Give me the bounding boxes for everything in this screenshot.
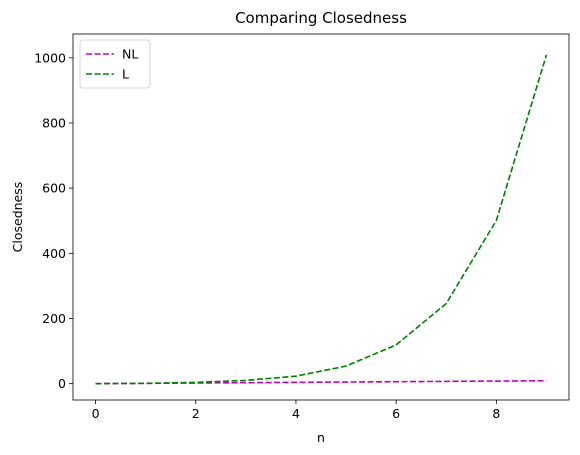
y-tick-label: 0 — [58, 376, 66, 391]
x-tick-label: 2 — [192, 406, 200, 421]
series-line-nl — [95, 379, 547, 385]
y-tick-label: 600 — [42, 181, 66, 196]
legend-label-l: L — [122, 67, 129, 82]
x-tick-label: 0 — [92, 406, 100, 421]
y-tick-label: 200 — [42, 311, 66, 326]
x-tick-label: 6 — [392, 406, 400, 421]
plot-area: 0 2 4 6 8 0 200 400 600 800 1000 NL L — [34, 33, 570, 421]
legend-box — [79, 39, 151, 89]
y-axis-label: Closedness — [10, 182, 25, 253]
legend-label-nl: NL — [122, 47, 138, 62]
x-tick-label: 4 — [292, 406, 300, 421]
y-tick-label: 400 — [42, 246, 66, 261]
x-axis-label: n — [317, 430, 325, 445]
series-line-l — [95, 54, 548, 385]
y-tick-label: 800 — [42, 115, 66, 130]
axes-frame — [72, 33, 570, 401]
x-tick-label: 8 — [492, 406, 500, 421]
chart-title: Comparing Closedness — [235, 9, 407, 27]
y-tick-label: 1000 — [34, 50, 66, 65]
